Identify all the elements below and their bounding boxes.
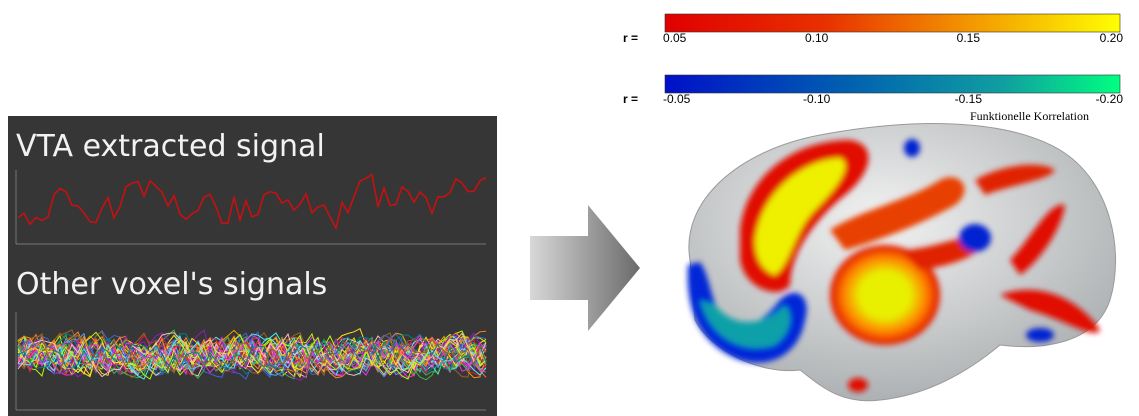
colorbar-label: 0.20 <box>1100 31 1124 45</box>
colorbar-label: 0.05 <box>663 31 687 45</box>
brain <box>688 124 1116 401</box>
colorbar-prefix: r = <box>623 31 638 45</box>
arrow <box>530 205 640 331</box>
figure: VTA extracted signal Other voxel's signa… <box>0 0 1139 416</box>
panel-title: VTA extracted signal <box>16 129 325 164</box>
colorbar-label: -0.10 <box>803 92 831 106</box>
colorbar-label: -0.05 <box>663 92 691 106</box>
colorbar-label: 0.10 <box>805 31 829 45</box>
colorbar-prefix: r = <box>623 92 638 106</box>
colorbar-label: -0.15 <box>955 92 983 106</box>
panel-title: Other voxel's signals <box>16 267 327 302</box>
colorbar-label: -0.20 <box>1096 92 1124 106</box>
colorbar <box>665 14 1120 32</box>
caption: Funktionelle Korrelation <box>970 109 1089 123</box>
colorbar-label: 0.15 <box>957 31 981 45</box>
colorbar <box>665 75 1120 93</box>
colorbar-labels: r = 0.05 0.10 0.15 0.20 r = -0.05 -0.10 -0.15 -0.… <box>623 31 1123 106</box>
page: {"left_panel": {"title_top": "VTA extrac… <box>0 0 1139 416</box>
